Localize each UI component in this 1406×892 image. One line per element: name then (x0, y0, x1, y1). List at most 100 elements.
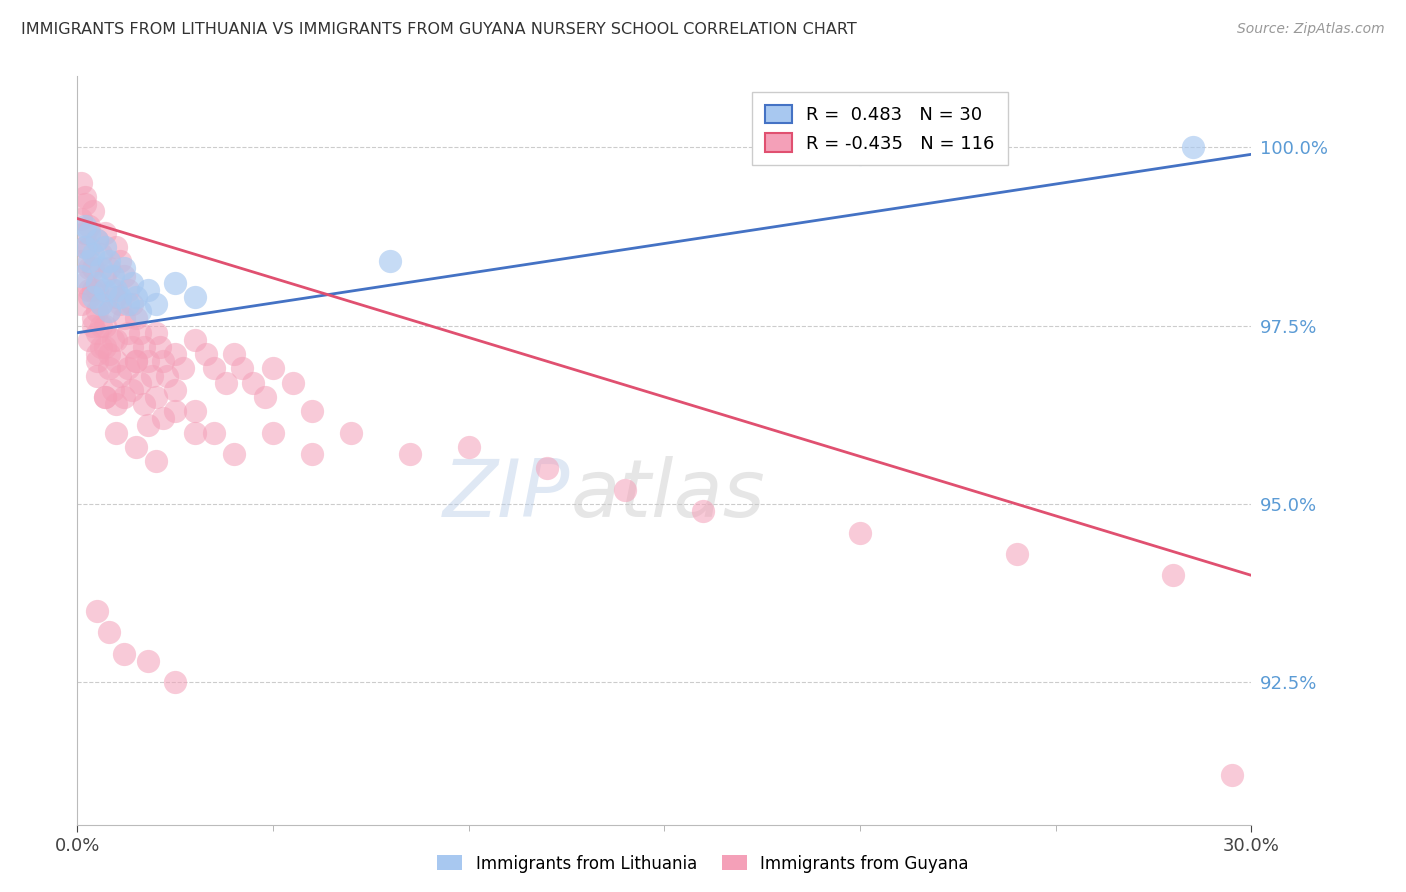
Point (145, 297, 167, 311)
Point (262, 361, 284, 376)
Point (165, 276, 187, 290)
Point (97, 304, 120, 318)
Point (82, 290, 104, 304)
Point (112, 268, 135, 283)
Point (75, 197, 97, 211)
Point (148, 340, 170, 354)
Point (692, 504, 714, 518)
Text: IMMIGRANTS FROM LITHUANIA VS IMMIGRANTS FROM GUYANA NURSERY SCHOOL CORRELATION C: IMMIGRANTS FROM LITHUANIA VS IMMIGRANTS … (21, 22, 856, 37)
Point (145, 454, 167, 468)
Point (93, 226, 115, 240)
Point (97, 261, 120, 276)
Point (132, 397, 155, 411)
Point (70, 268, 93, 283)
Point (129, 304, 152, 318)
Point (105, 290, 128, 304)
Legend: R =  0.483   N = 30, R = -0.435   N = 116: R = 0.483 N = 30, R = -0.435 N = 116 (752, 93, 1008, 165)
Point (93, 390, 115, 404)
Point (145, 390, 167, 404)
Text: atlas: atlas (571, 457, 765, 534)
Point (183, 404, 207, 418)
Point (75, 190, 97, 204)
Point (281, 376, 304, 390)
Point (340, 425, 363, 440)
Point (231, 361, 253, 376)
Point (97, 347, 120, 361)
Point (125, 290, 148, 304)
Point (136, 283, 159, 297)
Point (1161, 568, 1184, 582)
Point (121, 297, 143, 311)
Point (101, 268, 124, 283)
Point (97, 361, 120, 376)
Point (112, 647, 135, 661)
Point (77, 261, 100, 276)
Point (165, 383, 187, 397)
Point (90, 261, 112, 276)
Point (86, 368, 108, 383)
Point (152, 354, 174, 368)
Point (77, 290, 100, 304)
Point (222, 447, 245, 461)
Point (121, 383, 143, 397)
Point (112, 390, 135, 404)
Point (117, 297, 139, 311)
Point (1181, 140, 1204, 154)
Point (132, 340, 155, 354)
Point (849, 525, 872, 540)
Point (105, 397, 128, 411)
Point (93, 268, 115, 283)
Point (129, 376, 152, 390)
Point (222, 347, 245, 361)
Point (75, 240, 97, 254)
Point (110, 254, 132, 268)
Point (195, 347, 218, 361)
Point (380, 254, 402, 268)
Point (457, 440, 479, 454)
Point (86, 283, 108, 297)
Point (110, 290, 132, 304)
Point (90, 318, 112, 333)
Point (215, 376, 238, 390)
Point (165, 347, 187, 361)
Point (125, 354, 148, 368)
Point (77, 283, 100, 297)
Point (117, 361, 139, 376)
Point (254, 390, 277, 404)
Point (145, 326, 167, 340)
Point (112, 311, 135, 326)
Point (136, 418, 159, 433)
Point (82, 283, 104, 297)
Point (86, 326, 108, 340)
Point (77, 333, 100, 347)
Point (110, 368, 132, 383)
Point (202, 361, 225, 376)
Point (86, 354, 108, 368)
Point (86, 233, 108, 247)
Point (97, 254, 120, 268)
Point (77, 226, 100, 240)
Point (172, 361, 194, 376)
Point (90, 340, 112, 354)
Point (110, 297, 132, 311)
Point (70, 254, 93, 268)
Point (82, 311, 104, 326)
Point (614, 483, 637, 497)
Point (1005, 547, 1028, 561)
Point (125, 354, 148, 368)
Point (97, 304, 120, 318)
Point (86, 276, 108, 290)
Point (136, 654, 159, 668)
Point (117, 326, 139, 340)
Point (93, 340, 115, 354)
Point (93, 240, 115, 254)
Point (242, 376, 264, 390)
Point (202, 425, 225, 440)
Point (75, 219, 97, 233)
Point (82, 261, 104, 276)
Point (136, 354, 159, 368)
Point (121, 276, 143, 290)
Point (101, 333, 124, 347)
Point (112, 261, 135, 276)
Point (101, 283, 124, 297)
